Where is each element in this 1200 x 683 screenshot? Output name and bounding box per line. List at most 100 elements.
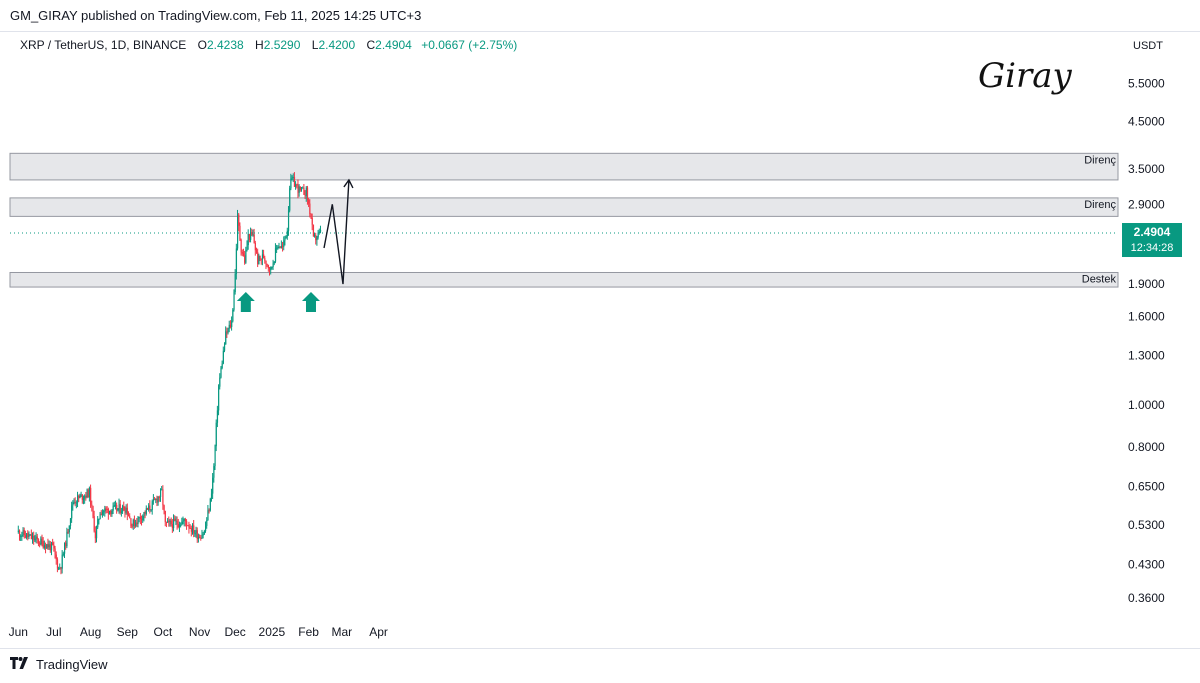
candle-63 [92, 505, 94, 517]
candle-168 [216, 410, 219, 423]
x-tick-7: 2025 [259, 625, 286, 639]
y-tick-9: 0.6500 [1128, 479, 1165, 493]
candle-242 [304, 194, 306, 197]
candle-15 [35, 536, 37, 539]
y-tick-1: 4.5000 [1128, 114, 1165, 128]
x-tick-5: Nov [189, 625, 210, 639]
candle-4 [22, 530, 24, 536]
candle-209 [265, 260, 267, 265]
candle-226 [285, 236, 287, 239]
candle-171 [220, 368, 222, 378]
zone-label-0: Direnç [1084, 154, 1116, 166]
candle-238 [299, 186, 302, 190]
candle-26 [48, 544, 50, 548]
candle-195 [248, 233, 251, 240]
candle-0 [17, 530, 19, 533]
candle-75 [106, 509, 108, 511]
candle-151 [196, 530, 198, 540]
candle-143 [187, 525, 189, 527]
candle-142 [186, 521, 188, 526]
projection-arrowhead [343, 178, 354, 189]
candle-109 [146, 508, 149, 510]
candle-251 [315, 235, 317, 241]
candle-236 [297, 184, 299, 193]
zone-label-1: Direnç [1084, 199, 1116, 211]
candle-14 [34, 538, 36, 541]
candle-197 [251, 232, 253, 235]
candle-118 [157, 496, 159, 503]
candle-51 [78, 495, 80, 498]
author-signature: Giray [978, 56, 1072, 96]
candle-124 [164, 511, 166, 522]
candle-225 [284, 238, 286, 241]
candle-220 [278, 246, 280, 248]
price-axis: 5.5000 4.5000 3.5000 2.9000 1.9000 1.6000 1.30… [1128, 77, 1165, 605]
tradingview-brand[interactable]: TradingView [10, 657, 108, 672]
x-tick-3: Sep [117, 625, 139, 639]
candle-253 [317, 232, 319, 238]
candle-110 [148, 505, 150, 510]
candle-191 [244, 255, 246, 263]
candle-98 [133, 519, 136, 527]
price-axis-unit[interactable]: USDT [1133, 40, 1163, 52]
candle-94 [129, 516, 131, 519]
candle-166 [214, 446, 216, 467]
symbol-legend[interactable]: XRP / TetherUS, 1D, BINANCE O2.4238 H2.5… [20, 38, 517, 52]
high-value: 2.5290 [263, 38, 301, 52]
chart-frame [0, 31, 1200, 649]
candle-20 [41, 538, 43, 542]
zone-1 [9, 197, 1119, 217]
candle-186 [238, 214, 240, 226]
candle-215 [272, 263, 274, 267]
candle-112 [150, 509, 152, 511]
candle-222 [280, 245, 283, 248]
candles-layer [17, 172, 322, 575]
candle-22 [43, 545, 46, 548]
candle-24 [46, 544, 48, 549]
candle-228 [287, 210, 290, 231]
candle-255 [319, 229, 322, 232]
y-tick-4: 1.9000 [1128, 277, 1165, 291]
candle-159 [206, 520, 208, 526]
candle-70 [100, 513, 102, 515]
candle-53 [80, 494, 82, 496]
candle-115 [154, 499, 156, 501]
candle-71 [101, 512, 104, 515]
candle-49 [75, 502, 78, 504]
candle-136 [178, 525, 181, 528]
candle-33 [56, 559, 59, 569]
y-tick-7: 1.0000 [1128, 398, 1165, 412]
candle-89 [123, 505, 125, 511]
candle-244 [306, 187, 309, 200]
candle-48 [74, 501, 76, 504]
candle-111 [149, 505, 151, 511]
countdown-text: 12:34:28 [1131, 242, 1174, 254]
candle-235 [296, 184, 298, 186]
candle-175 [225, 331, 227, 345]
published-by-line: GM_GIRAY published on TradingView.com, F… [10, 8, 422, 23]
candle-29 [52, 542, 54, 545]
candle-54 [81, 494, 83, 500]
candle-131 [173, 518, 175, 529]
candle-76 [107, 509, 110, 515]
candle-41 [66, 531, 68, 547]
candle-11 [30, 534, 33, 539]
last-price-text: 2.4904 [1134, 225, 1171, 239]
candle-46 [72, 502, 74, 506]
candle-237 [298, 186, 300, 193]
candle-90 [124, 510, 126, 513]
candle-179 [229, 324, 232, 327]
candle-126 [167, 520, 169, 523]
candle-156 [202, 534, 204, 536]
symbol-name[interactable]: XRP / TetherUS, 1D, BINANCE [20, 38, 187, 52]
candle-196 [250, 232, 252, 240]
candle-27 [49, 544, 51, 551]
candle-232 [292, 177, 294, 179]
candle-32 [55, 554, 57, 560]
candle-219 [277, 246, 279, 248]
candle-221 [279, 246, 281, 248]
zones-layer: Direnç Direnç Destek [9, 152, 1119, 288]
candle-184 [235, 248, 238, 274]
candle-249 [312, 224, 315, 236]
